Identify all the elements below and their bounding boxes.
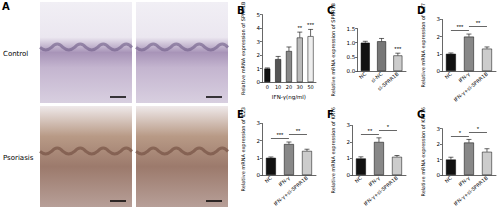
svg-text:si-SPRR1B: si-SPRR1B [376,70,400,91]
svg-text:2: 2 [256,52,260,58]
svg-text:2: 2 [436,34,440,40]
svg-text:1: 1 [346,155,350,161]
svg-text:20: 20 [286,84,292,90]
svg-text:2: 2 [346,139,350,145]
svg-text:G: G [417,109,425,120]
svg-text:**: ** [297,25,302,31]
svg-text:0: 0 [436,172,440,178]
svg-text:IFN-γ: IFN-γ [457,71,471,85]
svg-text:NC: NC [353,174,363,184]
svg-text:Relative mRNA expression of SP: Relative mRNA expression of SPRR1B [239,1,246,96]
svg-text:NC: NC [358,70,368,80]
svg-text:5: 5 [256,12,260,18]
svg-text:IFN-γ+si-SPRR1B: IFN-γ+si-SPRR1B [362,174,400,207]
svg-text:0: 0 [436,68,440,74]
svg-text:**: ** [476,20,481,26]
svg-text:si-NC: si-NC [369,70,384,84]
svg-text:IFN-γ: IFN-γ [277,175,291,189]
svg-text:Relative mRNA expression of KR: Relative mRNA expression of KRT16 [420,107,427,197]
svg-text:1: 1 [256,66,260,72]
svg-text:B: B [237,5,245,16]
svg-text:0: 0 [256,79,260,85]
svg-text:IFN-γ+si-SPRR1B: IFN-γ+si-SPRR1B [272,174,310,207]
svg-text:10: 10 [275,84,281,90]
svg-text:IFN-γ(ng/ml): IFN-γ(ng/ml) [272,94,306,101]
svg-text:IFN-γ+si-SPRR1B: IFN-γ+si-SPRR1B [452,174,490,207]
svg-text:D: D [417,5,425,16]
svg-text:***: *** [456,24,464,30]
svg-text:2: 2 [436,141,440,147]
svg-text:0.0: 0.0 [346,68,355,74]
svg-text:1: 1 [256,155,260,161]
svg-text:Relative mRNA expression of IL: Relative mRNA expression of IL17 [420,3,427,87]
svg-text:IFN-γ: IFN-γ [457,175,471,189]
svg-text:**: ** [296,128,301,134]
svg-text:A: A [2,1,10,12]
svg-text:Relative mRNA expression of IL: Relative mRNA expression of IL23 [240,107,247,191]
svg-text:1.5: 1.5 [346,26,355,32]
svg-text:0: 0 [346,172,350,178]
svg-text:Relative mRNA expression of SP: Relative mRNA expression of SPRR1B [330,2,337,96]
svg-text:F: F [327,109,334,120]
svg-text:***: *** [307,22,315,28]
svg-text:3: 3 [436,126,440,132]
svg-text:NC: NC [263,174,273,184]
svg-text:E: E [237,109,244,120]
svg-text:NC: NC [443,70,453,80]
svg-text:1: 1 [436,157,440,163]
svg-text:*: * [477,126,480,132]
svg-text:0: 0 [256,172,260,178]
svg-text:30: 30 [297,84,303,90]
svg-text:4: 4 [256,25,260,31]
svg-text:C: C [327,5,334,16]
svg-text:IFN-γ: IFN-γ [367,175,381,189]
svg-text:50: 50 [307,84,313,90]
svg-text:IFN-γ+si-SPRR1B: IFN-γ+si-SPRR1B [452,70,490,103]
svg-text:Relative mRNA expression of KR: Relative mRNA expression of KRT6 [330,107,337,193]
svg-text:1: 1 [436,51,440,57]
svg-text:Psoriasis: Psoriasis [3,154,34,162]
svg-text:2: 2 [256,138,260,144]
svg-text:0.5: 0.5 [346,54,355,60]
svg-text:0: 0 [266,84,269,90]
svg-text:3: 3 [436,16,440,22]
svg-text:NC: NC [443,174,453,184]
svg-text:3: 3 [346,122,350,128]
svg-text:*: * [459,130,462,136]
svg-text:3: 3 [256,39,260,45]
svg-text:3: 3 [256,120,260,126]
svg-text:**: ** [368,128,373,134]
svg-text:***: *** [276,132,284,138]
svg-text:1.0: 1.0 [346,40,355,46]
svg-text:Control: Control [3,50,28,58]
svg-text:***: *** [394,46,402,52]
svg-text:*: * [387,124,390,130]
